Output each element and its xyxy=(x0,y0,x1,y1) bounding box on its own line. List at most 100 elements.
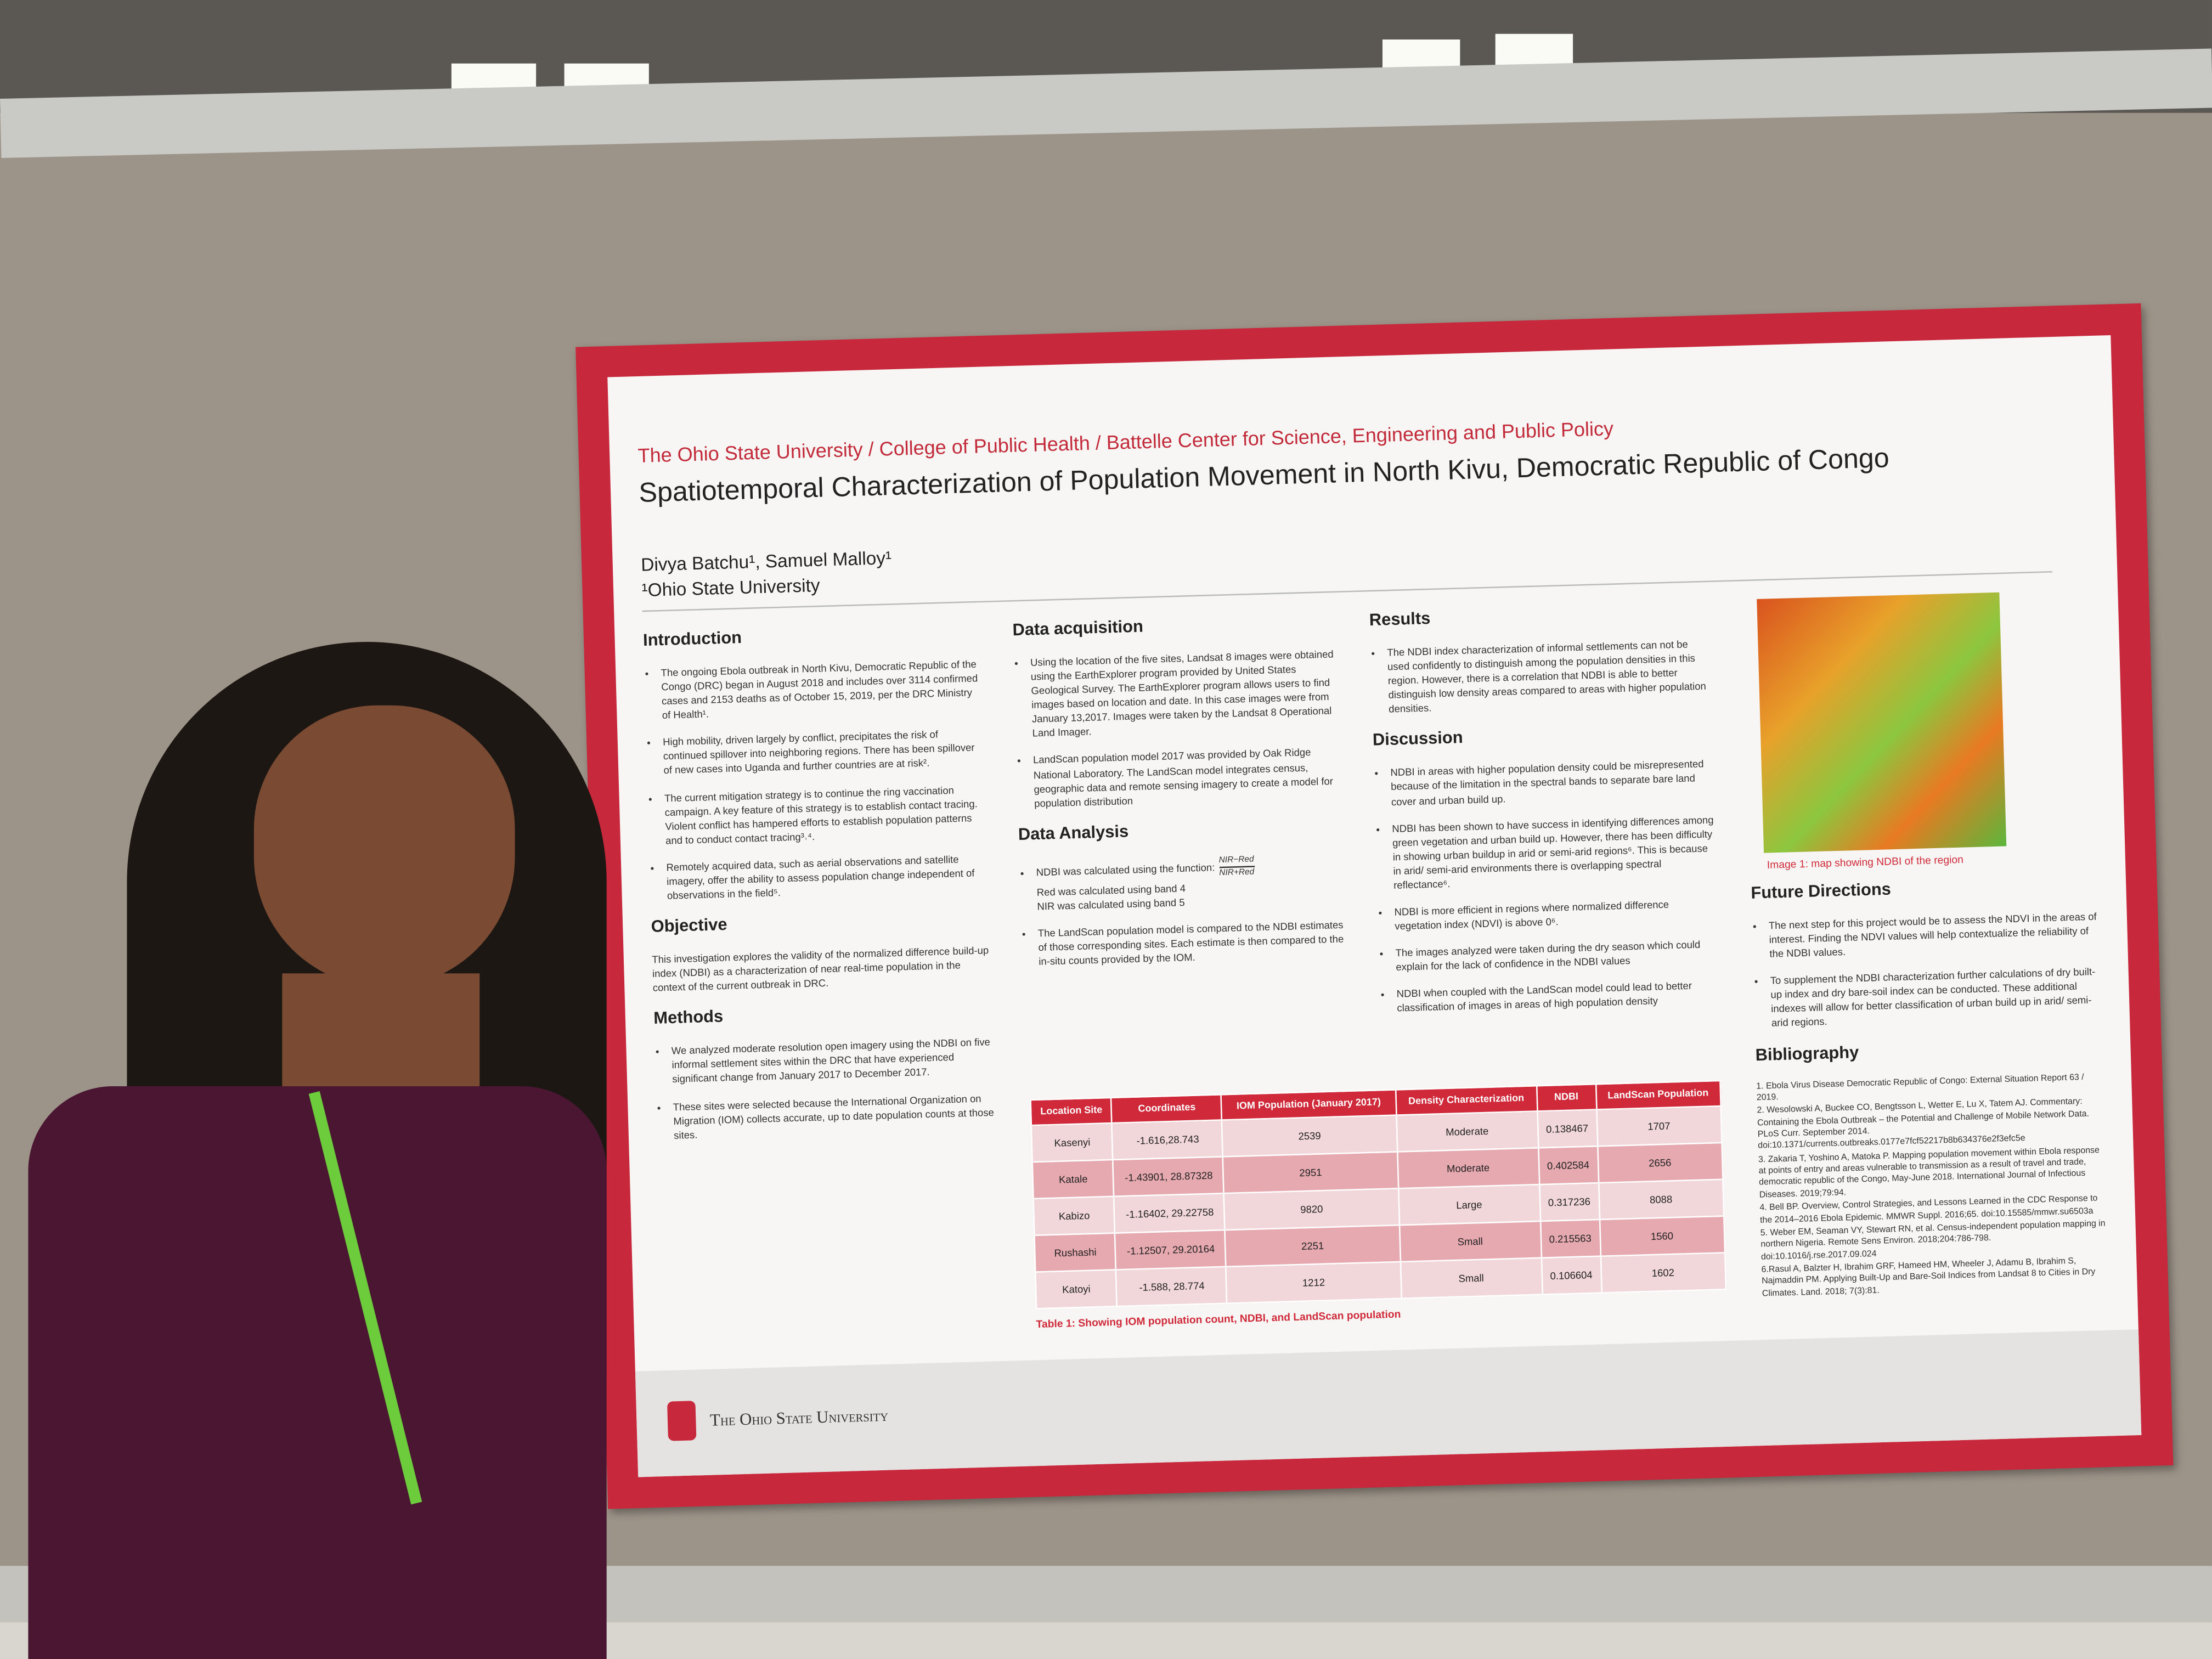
bullet: The LandScan population model is compare… xyxy=(1038,918,1350,969)
table-cell: 1707 xyxy=(1596,1106,1722,1147)
table-box: Location Site Coordinates IOM Population (… xyxy=(1030,1080,1727,1330)
table-cell: 1560 xyxy=(1599,1216,1725,1256)
formula: NIR−Red NIR+Red xyxy=(1218,854,1254,880)
bullet: NDBI is more efficient in regions where … xyxy=(1394,896,1716,934)
table-cell: 0.402584 xyxy=(1538,1146,1598,1185)
bullet-list: The ongoing Ebola outbreak in North Kivu… xyxy=(644,657,989,904)
table-cell: Katoyi xyxy=(1035,1269,1118,1309)
section: Objective This investigation explores the… xyxy=(651,907,991,996)
dress xyxy=(28,1086,607,1659)
section: Data Analysis NDBI was calculated using t… xyxy=(1018,815,1349,969)
table-cell: Moderate xyxy=(1397,1148,1539,1189)
bullet-list: NDBI was calculated using the function:N… xyxy=(1019,851,1349,969)
column: Data acquisition Using the location of th… xyxy=(1012,611,1350,982)
section: Results The NDBI index characterization o… xyxy=(1369,601,1710,718)
table-cell: -1.616,28.743 xyxy=(1112,1120,1223,1160)
section-heading: Bibliography xyxy=(1755,1041,1859,1064)
table-cell: -1.588, 28.774 xyxy=(1116,1266,1228,1307)
bullet: LandScan population model 2017 was provi… xyxy=(1033,746,1345,811)
bullet: We analyzed moderate resolution open ima… xyxy=(672,1036,994,1087)
bullet: The ongoing Ebola outbreak in North Kivu… xyxy=(661,657,984,723)
table-header: Density Characterization xyxy=(1395,1086,1538,1115)
denominator: NIR+Red xyxy=(1219,868,1255,878)
table-header: Coordinates xyxy=(1111,1094,1222,1124)
bullet-list: The next step for this project would be … xyxy=(1752,910,2100,1032)
results-table: Location Site Coordinates IOM Population (… xyxy=(1030,1080,1726,1309)
section-heading: Discussion xyxy=(1372,727,1464,751)
table-cell: Kabizo xyxy=(1033,1196,1115,1235)
footer-text: The Ohio State University xyxy=(709,1405,889,1430)
column: Introduction The ongoing Ebola outbreak i… xyxy=(643,621,996,1156)
bullet-list: NDBI in areas with higher population den… xyxy=(1373,758,1719,1017)
table-header: Location Site xyxy=(1030,1097,1113,1126)
reference: 2. Wesolowski A, Buckee CO, Bengtsson L,… xyxy=(1757,1097,2090,1152)
table-cell: 9820 xyxy=(1224,1188,1399,1230)
section: Discussion NDBI in areas with higher popu… xyxy=(1372,721,1718,1017)
table-cell: 0.215563 xyxy=(1540,1219,1600,1258)
bullet-list: Using the location of the five sites, La… xyxy=(1013,647,1345,811)
table-cell: 2539 xyxy=(1222,1115,1397,1157)
reference: 3. Zakaria T, Yoshino A, Matoka P. Mappi… xyxy=(1758,1145,2100,1200)
table-cell: Rushashi xyxy=(1034,1233,1116,1272)
section-heading: Data acquisition xyxy=(1012,616,1144,640)
poster-body: The Ohio State University / College of P… xyxy=(607,335,2142,1477)
section: Introduction The ongoing Ebola outbreak i… xyxy=(643,621,989,904)
bullet: NDBI has been shown to have success in i… xyxy=(1392,813,1716,893)
ndbi-map xyxy=(1757,592,2007,853)
bullet: Remotely acquired data, such as aerial o… xyxy=(666,852,989,904)
numerator: NIR−Red xyxy=(1218,854,1254,868)
table-cell: -1.16402, 29.22758 xyxy=(1114,1193,1226,1233)
bullet: These sites were selected because the In… xyxy=(673,1091,995,1143)
bullet: NDBI in areas with higher population den… xyxy=(1390,758,1713,809)
column: Image 1: map showing NDBI of the region … xyxy=(1743,590,2108,1302)
bullet: NDBI when coupled with the LandScan mode… xyxy=(1396,979,1718,1016)
section-heading: Data Analysis xyxy=(1018,821,1129,844)
face xyxy=(253,705,515,988)
section-heading: Results xyxy=(1369,608,1431,630)
table-cell: Small xyxy=(1400,1257,1543,1299)
table-header: LandScan Population xyxy=(1595,1080,1721,1110)
footer-band: The Ohio State University xyxy=(635,1329,2142,1477)
table-cell: -1.12507, 29.20164 xyxy=(1115,1229,1227,1270)
institution: ¹Ohio State University xyxy=(641,574,821,601)
section: Data acquisition Using the location of th… xyxy=(1012,611,1345,811)
table-cell: 2251 xyxy=(1225,1225,1400,1267)
table-cell: Large xyxy=(1398,1184,1541,1226)
table-header: NDBI xyxy=(1536,1084,1596,1111)
table-cell: 2656 xyxy=(1597,1142,1723,1183)
section-heading: Introduction xyxy=(642,627,742,650)
bullet: The images analyzed were taken during th… xyxy=(1395,938,1717,975)
bullet-list: The NDBI index characterization of infor… xyxy=(1370,637,1711,718)
bullet: The NDBI index characterization of infor… xyxy=(1387,637,1711,717)
section: Future Directions The next step for this … xyxy=(1751,873,2100,1032)
table-cell: Kasenyi xyxy=(1031,1123,1114,1163)
section-heading: Objective xyxy=(651,914,728,936)
bullet-text: NDBI was calculated using the function: xyxy=(1036,860,1215,878)
table-cell: 8088 xyxy=(1598,1179,1724,1220)
bullet: To supplement the NDBI characterization … xyxy=(1770,966,2100,1031)
bullet: Using the location of the five sites, La… xyxy=(1030,647,1343,741)
table-cell: 1602 xyxy=(1600,1252,1726,1293)
ceiling-light xyxy=(1495,33,1573,65)
table-cell: Katale xyxy=(1032,1159,1114,1199)
table-cell: 2951 xyxy=(1223,1152,1398,1194)
table-cell: 0.106604 xyxy=(1541,1256,1601,1295)
table-cell: 1212 xyxy=(1226,1261,1401,1304)
bullet: High mobility, driven largely by conflic… xyxy=(663,727,985,778)
section: Bibliography 1. Ebola Virus Disease Democ… xyxy=(1755,1035,2108,1300)
table-cell: Small xyxy=(1398,1221,1542,1262)
bullet: NDBI was calculated using the function:N… xyxy=(1036,851,1347,913)
bullet: The current mitigation strategy is to co… xyxy=(664,782,988,848)
osu-logo xyxy=(667,1401,697,1441)
poster: The Ohio State University / College of P… xyxy=(575,303,2174,1509)
table-cell: -1.43901, 28.87328 xyxy=(1113,1156,1224,1197)
section: Methods We analyzed moderate resolution o… xyxy=(653,999,996,1143)
table-cell: 0.138467 xyxy=(1537,1109,1598,1148)
map-caption: Image 1: map showing NDBI of the region xyxy=(1767,853,1964,871)
bullet-list: We analyzed moderate resolution open ima… xyxy=(654,1036,996,1143)
table-cell: Moderate xyxy=(1396,1111,1539,1152)
paragraph: This investigation explores the validity… xyxy=(652,944,989,995)
column: Results The NDBI index characterization o… xyxy=(1369,601,1719,1030)
